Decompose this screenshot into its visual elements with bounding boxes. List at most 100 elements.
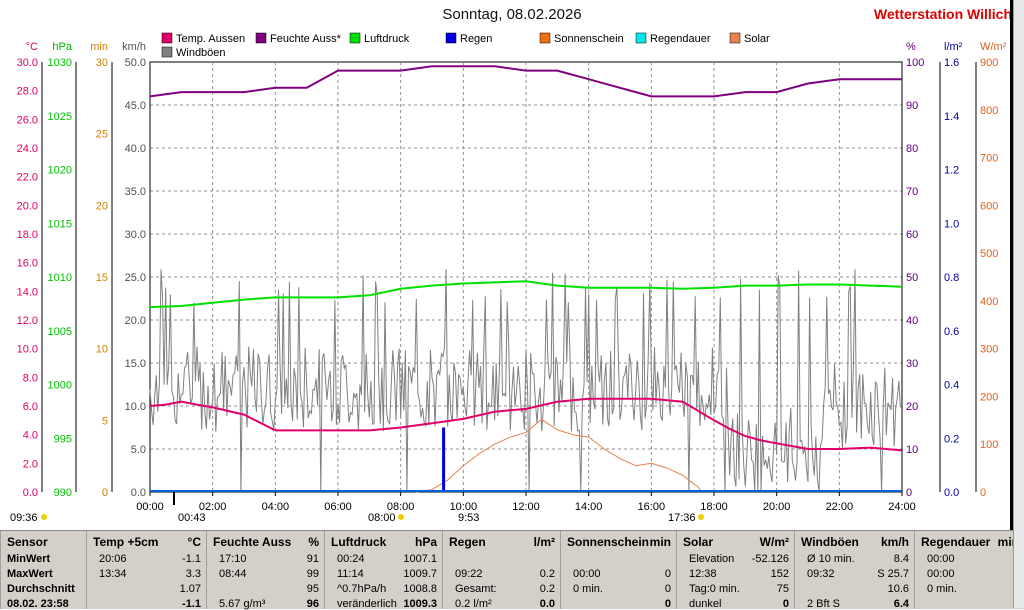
y-tick-label-pressure: 1000 bbox=[48, 380, 72, 392]
cell-time: 00:00 bbox=[927, 553, 955, 565]
cell-time: Ø 10 min. bbox=[807, 553, 855, 565]
legend-label: Feuchte Auss* bbox=[270, 33, 342, 45]
y-tick-label-solar: 100 bbox=[980, 439, 998, 451]
y-axis-unit-temp: °C bbox=[26, 41, 38, 53]
y-tick-label-solar: 400 bbox=[980, 296, 998, 308]
legend-label: Luftdruck bbox=[364, 33, 410, 45]
column-unit: °C bbox=[187, 535, 201, 549]
y-tick-label-wind: 45.0 bbox=[125, 100, 146, 112]
x-tick-label: 08:00 bbox=[387, 501, 415, 513]
y-tick-label-rain: 1.4 bbox=[944, 111, 959, 123]
x-tick-label: 16:00 bbox=[638, 501, 666, 513]
y-tick-label-temp: 0.0 bbox=[23, 487, 38, 499]
cell-value: 1009.3 bbox=[403, 598, 437, 610]
y-tick-label-pressure: 995 bbox=[54, 433, 72, 445]
column-header: Windböen bbox=[801, 535, 859, 549]
row-label: Durchschnitt bbox=[7, 583, 75, 595]
y-tick-label-wind: 10.0 bbox=[125, 401, 146, 413]
cell-value: 8.4 bbox=[893, 553, 909, 565]
y-tick-label-temp: 28.0 bbox=[17, 86, 38, 98]
marker-label: 00:43 bbox=[178, 512, 206, 524]
legend-swatch bbox=[349, 32, 361, 44]
table-column: Windböen km/h Ø 10 min. 8.4 09:32 S 25.7 10.6 2… bbox=[794, 531, 915, 610]
y-tick-label-temp: 26.0 bbox=[17, 114, 38, 126]
y-tick-label-minutes: 5 bbox=[102, 415, 108, 427]
y-tick-label-humidity: 80 bbox=[906, 143, 918, 155]
marker-label: 09:36 bbox=[10, 512, 38, 524]
x-tick-label: 24:00 bbox=[888, 501, 916, 513]
y-tick-label-wind: 40.0 bbox=[125, 143, 146, 155]
cell-time: Tag:0 min. bbox=[689, 583, 740, 595]
series-line-solar bbox=[416, 418, 702, 493]
row-label: MinWert bbox=[7, 553, 51, 565]
cell-value: 0 bbox=[782, 598, 789, 610]
cell-time: ^0.7hPa/h bbox=[337, 583, 387, 595]
y-tick-label-humidity: 40 bbox=[906, 315, 918, 327]
legend-swatch bbox=[161, 32, 173, 44]
cell-value: 96 bbox=[306, 598, 319, 610]
weather-chart: 00:00 02:00 04:00 06:00 08:00 10:00 12:00 14:00… bbox=[10, 32, 1007, 524]
y-tick-label-pressure: 1005 bbox=[48, 326, 72, 338]
table-column: Sonnenschein min 00:00 0 0 min. 0 0 bbox=[560, 531, 677, 610]
y-tick-label-humidity: 0 bbox=[906, 487, 912, 499]
y-tick-label-humidity: 30 bbox=[906, 358, 918, 370]
y-tick-label-wind: 50.0 bbox=[125, 57, 146, 69]
y-tick-label-minutes: 15 bbox=[96, 272, 108, 284]
y-tick-label-pressure: 990 bbox=[54, 487, 72, 499]
scrollbar[interactable] bbox=[1013, 0, 1024, 608]
legend-label: Regendauer bbox=[650, 33, 711, 45]
y-axis-unit-rain: l/m² bbox=[944, 41, 963, 53]
y-tick-label-wind: 0.0 bbox=[131, 487, 146, 499]
y-tick-label-solar: 800 bbox=[980, 105, 998, 117]
legend-label: Temp. Aussen bbox=[176, 33, 245, 45]
y-tick-label-pressure: 1015 bbox=[48, 218, 72, 230]
y-tick-label-pressure: 1020 bbox=[48, 165, 72, 177]
y-tick-label-rain: 1.2 bbox=[944, 165, 959, 177]
y-axis-unit-solar: W/m² bbox=[980, 41, 1007, 53]
y-tick-label-wind: 25.0 bbox=[125, 272, 146, 284]
y-tick-label-pressure: 1010 bbox=[48, 272, 72, 284]
legend-swatch bbox=[635, 32, 647, 44]
cell-time: dunkel bbox=[689, 598, 722, 610]
cell-value: 95 bbox=[306, 583, 319, 595]
table-column: Luftdruck hPa 00:24 1007.1 11:14 1009.7 ^0.7hP… bbox=[324, 531, 443, 610]
y-tick-label-solar: 700 bbox=[980, 153, 998, 165]
y-tick-label-rain: 0.0 bbox=[944, 487, 959, 499]
cell-value: 1007.1 bbox=[403, 553, 437, 565]
column-unit: km/h bbox=[880, 535, 909, 549]
series-line-feuchteauss bbox=[149, 65, 902, 98]
table-column: Regen l/m² 09:22 0.2 Gesamt: 0.2 0.2 l/m² 0.0 bbox=[442, 531, 561, 610]
y-tick-label-minutes: 20 bbox=[96, 200, 108, 212]
y-tick-label-temp: 10.0 bbox=[17, 344, 38, 356]
x-tick-label: 02:00 bbox=[199, 501, 227, 513]
cell-time: 0 min. bbox=[927, 583, 957, 595]
column-header: Regen bbox=[449, 535, 486, 549]
column-unit: W/m² bbox=[759, 535, 789, 549]
cell-time: 00:00 bbox=[927, 568, 955, 580]
cell-value: -52.126 bbox=[751, 553, 789, 565]
y-tick-label-temp: 8.0 bbox=[23, 372, 38, 384]
cell-value: 75 bbox=[776, 583, 789, 595]
cell-value: 99 bbox=[306, 568, 319, 580]
y-tick-label-rain: 1.0 bbox=[944, 218, 959, 230]
column-header: Luftdruck bbox=[331, 535, 387, 549]
table-column: Solar W/m² Elevation -52.126 12:38 152 Tag:0 m… bbox=[676, 531, 795, 610]
y-tick-label-rain: 1.6 bbox=[944, 57, 959, 69]
cell-time: 13:34 bbox=[99, 568, 127, 580]
cell-value: 0 bbox=[664, 583, 671, 595]
marker-label: 08:00 bbox=[368, 512, 396, 524]
cell-time: 11:14 bbox=[337, 568, 364, 580]
y-tick-label-temp: 30.0 bbox=[17, 57, 38, 69]
y-tick-label-humidity: 90 bbox=[906, 100, 918, 112]
chart-title: Sonntag, 08.02.2026 bbox=[442, 6, 582, 23]
windboeen-line bbox=[149, 268, 901, 493]
legend-label: Regen bbox=[460, 33, 492, 45]
y-tick-label-rain: 0.6 bbox=[944, 326, 959, 338]
y-tick-label-pressure: 1030 bbox=[48, 57, 72, 69]
cell-value: 152 bbox=[770, 568, 789, 580]
cell-value: 91 bbox=[306, 553, 319, 565]
column-unit: l/m² bbox=[533, 535, 555, 549]
column-header: Feuchte Auss bbox=[213, 535, 292, 549]
column-header: Sensor bbox=[7, 535, 48, 549]
y-tick-label-solar: 500 bbox=[980, 248, 998, 260]
